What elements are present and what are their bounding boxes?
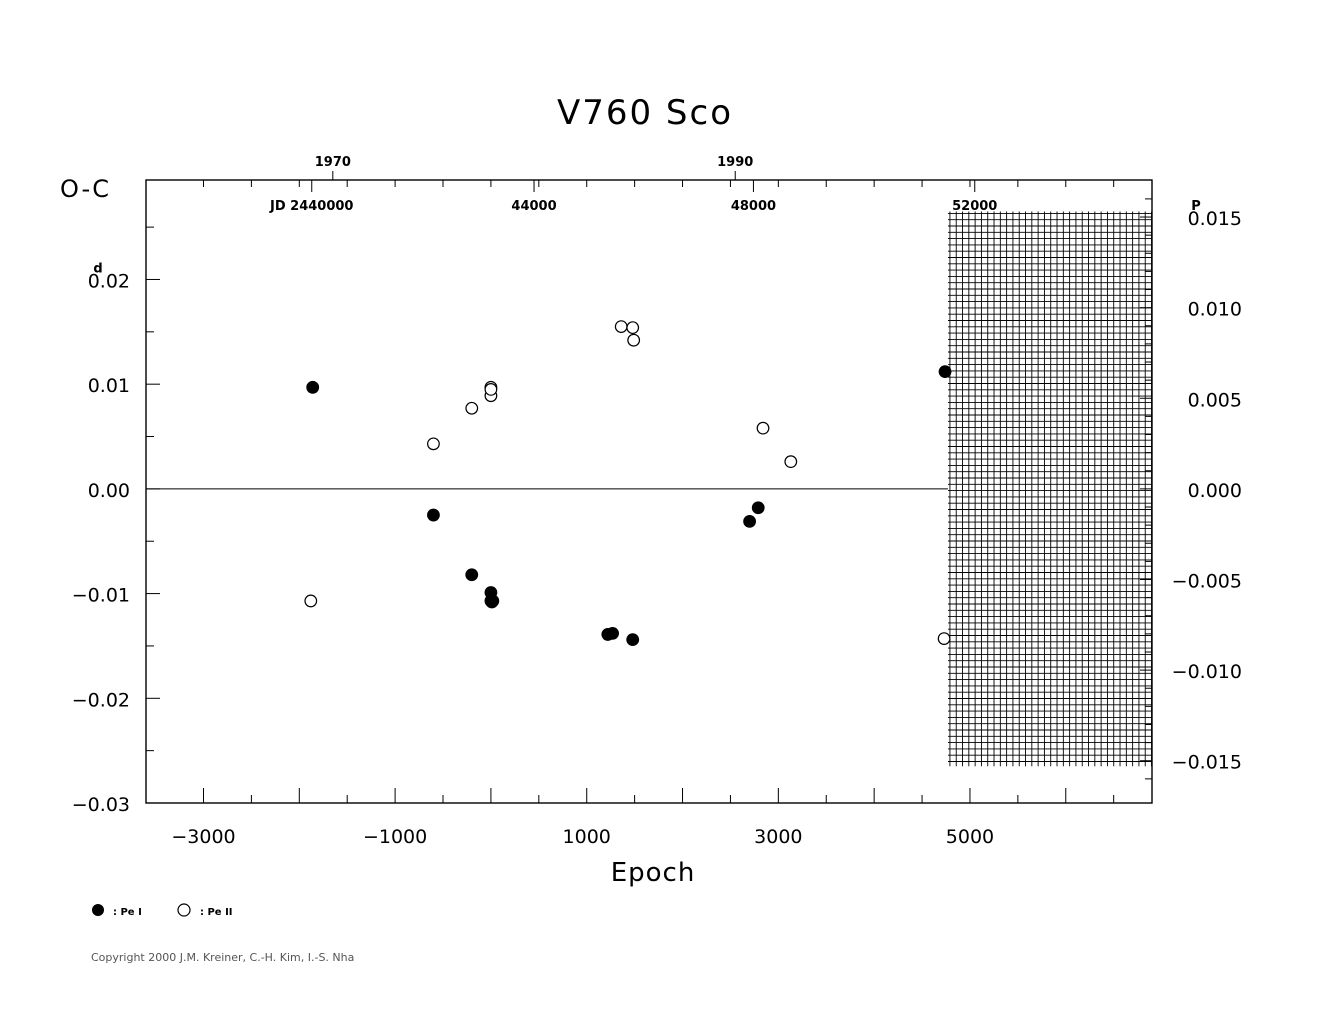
data-point-secondary <box>937 632 951 646</box>
y-tick-label: 0.00 <box>88 480 130 502</box>
data-point-primary <box>938 365 952 379</box>
data-point-secondary <box>427 437 440 451</box>
x-tick-label: 5000 <box>946 826 994 848</box>
data-point-secondary <box>756 421 770 435</box>
data-point-primary <box>751 501 765 515</box>
x-tick-label: −1000 <box>363 826 427 848</box>
data-point-primary <box>427 508 440 522</box>
plot-frame <box>145 179 1153 804</box>
axes <box>145 179 1153 804</box>
data-point-primary <box>486 594 500 608</box>
data-point-secondary <box>304 594 318 608</box>
tick-marks <box>146 171 1152 804</box>
legend-primary-marker <box>92 904 104 916</box>
data-point-secondary <box>626 321 640 335</box>
hatched-region <box>947 211 1152 767</box>
data-point-primary <box>743 514 756 528</box>
year-tick-label: 1990 <box>717 155 753 170</box>
right-tick-label: 0.000 <box>1188 480 1242 502</box>
copyright-notice: Copyright 2000 J.M. Kreiner, C.-H. Kim, … <box>91 951 354 964</box>
right-tick-label: 0.005 <box>1188 389 1242 411</box>
y-tick-label: −0.02 <box>72 689 130 711</box>
data-point-primary <box>606 626 619 640</box>
data-point-secondary <box>484 383 498 396</box>
jd-tick-label: JD 2440000 <box>269 199 353 214</box>
jd-tick-label: 44000 <box>511 199 556 214</box>
year-tick-label: 1970 <box>315 155 351 170</box>
hatch-background <box>947 211 1152 767</box>
data-point-secondary <box>627 333 641 347</box>
right-unit-mark: P <box>1191 199 1201 214</box>
right-top-tick-label: 0.015 <box>1188 208 1242 230</box>
data-point-primary <box>306 380 320 394</box>
data-points <box>304 320 952 647</box>
right-tick-label: −0.005 <box>1172 571 1242 593</box>
y-tick-label: −0.03 <box>72 794 130 816</box>
y-tick-label: 0.01 <box>88 375 130 397</box>
y-tick-label: −0.01 <box>72 585 130 607</box>
tick-labels: −3000 −1000 1000 3000 5000 0.02d 0.01 0.00 −0.01… <box>72 155 1242 848</box>
x-tick-label: 3000 <box>754 826 802 848</box>
legend-secondary-label: : Pe II <box>200 907 233 918</box>
legend-secondary-marker <box>177 903 191 917</box>
chart-title: V760 Sco <box>557 93 733 133</box>
y-unit-mark: d <box>93 261 102 276</box>
y-axis-label: O-C <box>60 175 111 203</box>
data-point-secondary <box>784 455 798 469</box>
legend-primary-label: : Pe I <box>113 907 142 918</box>
legend: : Pe I : Pe II <box>92 903 233 918</box>
x-tick-label: −3000 <box>171 826 235 848</box>
right-tick-label: −0.010 <box>1172 661 1242 683</box>
right-tick-label: −0.015 <box>1172 752 1242 774</box>
x-axis-label: Epoch <box>611 858 696 888</box>
jd-tick-label: 52000 <box>952 199 997 214</box>
data-point-primary <box>626 633 640 647</box>
right-tick-label: 0.010 <box>1188 299 1242 321</box>
x-tick-label: 1000 <box>563 826 611 848</box>
data-point-secondary <box>465 401 479 415</box>
data-point-secondary <box>614 320 628 333</box>
jd-tick-label: 48000 <box>731 199 776 214</box>
data-point-primary <box>465 568 479 582</box>
y-top-tick-label: 0.02 <box>88 270 130 292</box>
